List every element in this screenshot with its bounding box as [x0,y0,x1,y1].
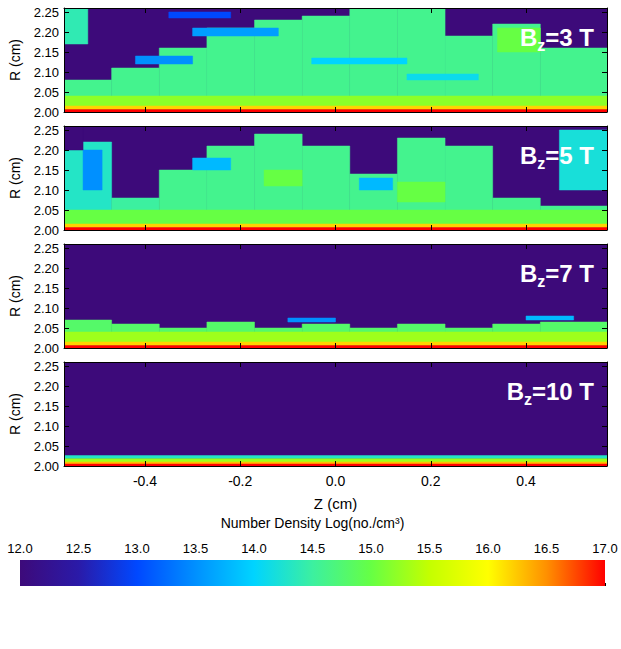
svg-text:2.15: 2.15 [34,399,59,414]
svg-text:R (cm): R (cm) [7,39,23,81]
svg-text:-0.4: -0.4 [133,473,157,489]
svg-text:2.00: 2.00 [34,459,59,474]
svg-text:13.5: 13.5 [183,541,208,556]
svg-text:=10 T: =10 T [532,378,594,405]
svg-text:2.10: 2.10 [34,65,59,80]
svg-text:2.15: 2.15 [34,163,59,178]
svg-text:2.00: 2.00 [34,105,59,120]
svg-text:=3 T: =3 T [545,24,594,51]
svg-text:14.5: 14.5 [300,541,325,556]
svg-text:2.10: 2.10 [34,419,59,434]
svg-text:=7 T: =7 T [545,260,594,287]
svg-text:0.0: 0.0 [326,473,346,489]
svg-text:2.20: 2.20 [34,379,59,394]
svg-text:2.20: 2.20 [34,25,59,40]
svg-text:R (cm): R (cm) [7,393,23,435]
svg-text:-0.2: -0.2 [228,473,252,489]
svg-text:13.0: 13.0 [124,541,149,556]
svg-text:2.10: 2.10 [34,183,59,198]
svg-text:2.05: 2.05 [34,203,59,218]
svg-text:2.20: 2.20 [34,143,59,158]
svg-text:B: B [520,260,537,287]
svg-text:z: z [537,273,545,290]
svg-text:z: z [537,37,545,54]
svg-text:17.0: 17.0 [592,541,617,556]
svg-text:z: z [524,391,532,408]
svg-text:2.15: 2.15 [34,45,59,60]
svg-text:=5 T: =5 T [545,142,594,169]
svg-text:2.05: 2.05 [34,321,59,336]
svg-text:16.0: 16.0 [475,541,500,556]
svg-text:16.5: 16.5 [534,541,559,556]
svg-text:15.5: 15.5 [417,541,442,556]
svg-text:Z (cm): Z (cm) [314,495,357,512]
svg-text:R (cm): R (cm) [7,275,23,317]
svg-text:R (cm): R (cm) [7,157,23,199]
svg-text:2.20: 2.20 [34,261,59,276]
svg-text:2.25: 2.25 [34,5,59,20]
svg-text:12.5: 12.5 [66,541,91,556]
svg-text:2.10: 2.10 [34,301,59,316]
svg-text:2.15: 2.15 [34,281,59,296]
svg-text:2.05: 2.05 [34,439,59,454]
svg-text:15.0: 15.0 [358,541,383,556]
svg-text:2.25: 2.25 [34,241,59,256]
svg-text:2.25: 2.25 [34,359,59,374]
svg-text:B: B [507,378,524,405]
svg-text:2.25: 2.25 [34,123,59,138]
svg-text:2.05: 2.05 [34,85,59,100]
svg-text:B: B [520,142,537,169]
svg-text:12.0: 12.0 [7,541,32,556]
svg-text:z: z [537,155,545,172]
svg-text:0.2: 0.2 [421,473,441,489]
svg-text:2.00: 2.00 [34,223,59,238]
svg-text:0.4: 0.4 [516,473,536,489]
svg-text:2.00: 2.00 [34,341,59,356]
svg-text:Number Density Log(no./cm³): Number Density Log(no./cm³) [221,515,405,531]
svg-text:B: B [520,24,537,51]
svg-text:14.0: 14.0 [241,541,266,556]
